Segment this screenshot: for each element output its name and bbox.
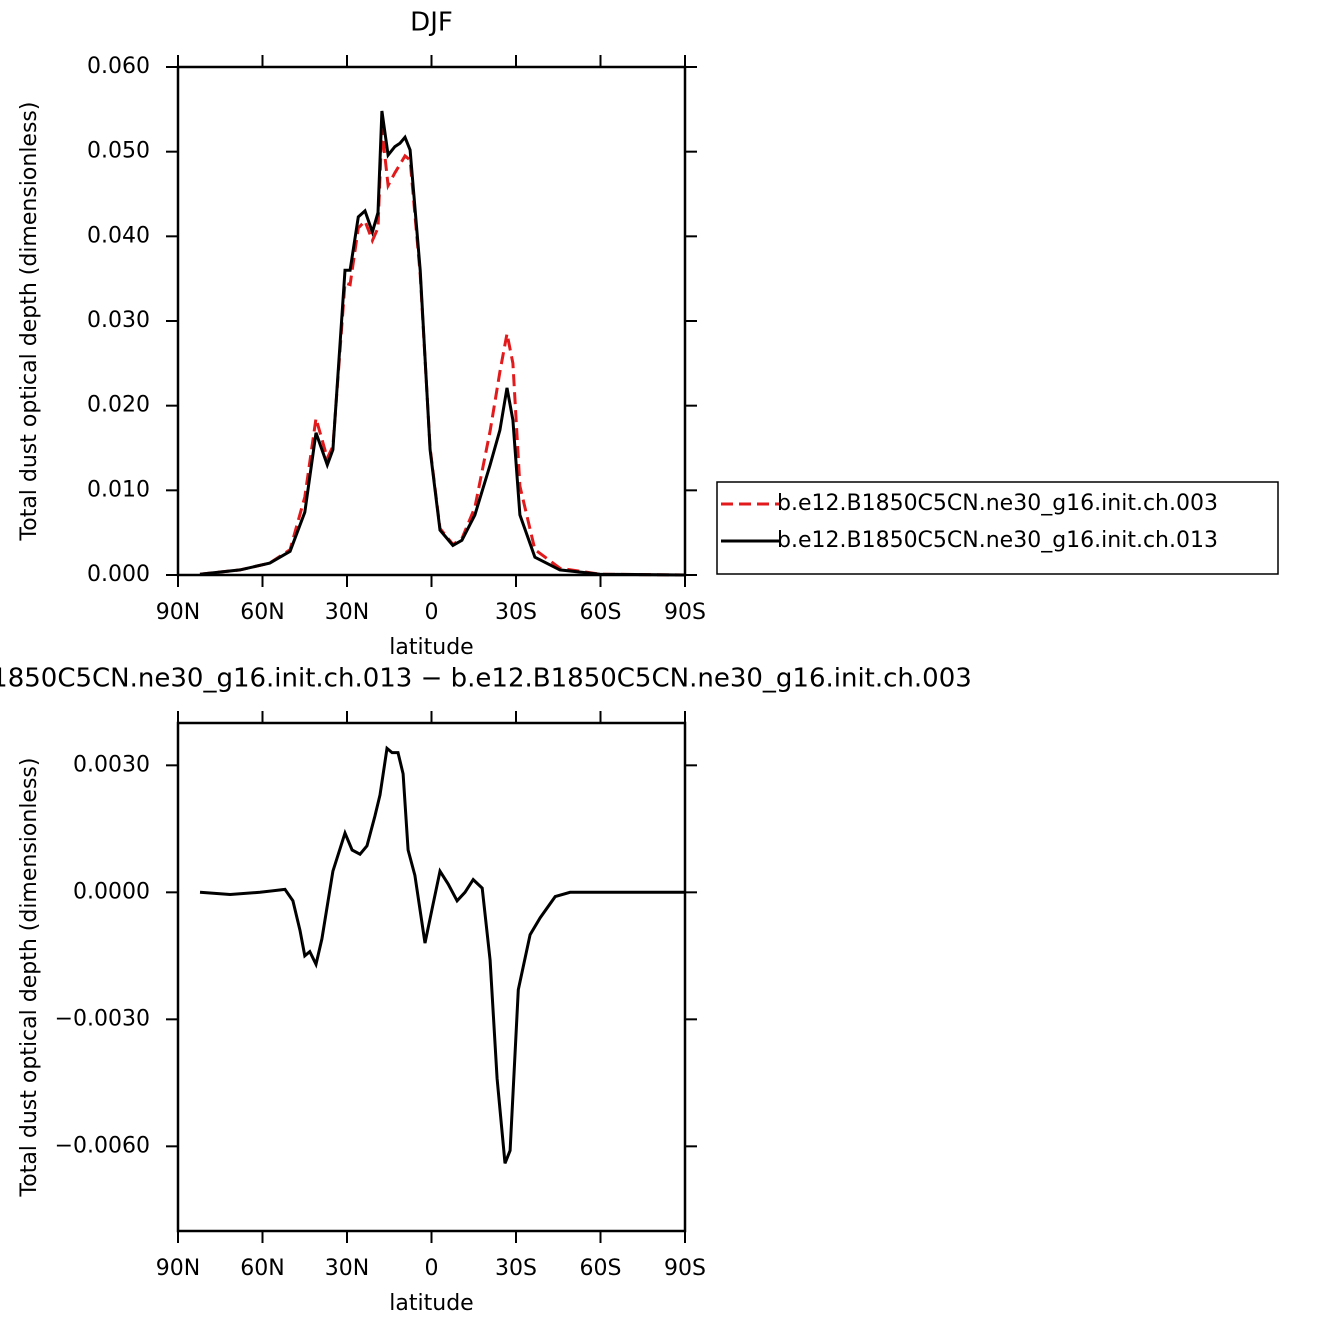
chart-title: DJF [410, 8, 453, 38]
y-tick-label: 0.050 [87, 139, 150, 164]
plot-frame [176, 721, 687, 1233]
x-tick-label: 60S [580, 600, 622, 625]
x-tick-label: 30N [325, 1256, 369, 1281]
data-line [199, 128, 686, 577]
y-tick-label: 0.040 [87, 223, 150, 248]
x-tick-label: 90S [664, 1256, 706, 1281]
x-axis-label: latitude [389, 1291, 473, 1316]
y-tick-label: 0.020 [87, 393, 150, 418]
y-tick-label: 0.010 [87, 477, 150, 502]
x-tick-label: 0 [425, 600, 439, 625]
x-tick-label: 90S [664, 600, 706, 625]
y-tick-label: −0.0060 [55, 1133, 150, 1158]
x-tick-label: 30S [495, 1256, 537, 1281]
y-tick-label: 0.0030 [73, 752, 150, 777]
x-tick-label: 0 [425, 1256, 439, 1281]
data-line [199, 110, 686, 577]
legend-label: b.e12.B1850C5CN.ne30_g16.init.ch.003 [777, 491, 1218, 516]
y-tick-label: 0.000 [87, 562, 150, 587]
y-tick-label: −0.0030 [55, 1006, 150, 1031]
legend-frame [716, 481, 1279, 575]
y-axis-label: Total dust optical depth (dimensionless) [17, 758, 42, 1198]
y-tick-label: 0.060 [87, 54, 150, 79]
legend-label: b.e12.B1850C5CN.ne30_g16.init.ch.013 [777, 528, 1218, 553]
x-tick-label: 60N [240, 600, 284, 625]
x-axis-label: latitude [389, 635, 473, 660]
y-tick-label: 0.030 [87, 308, 150, 333]
x-tick-label: 60N [240, 1256, 284, 1281]
x-tick-label: 30N [325, 600, 369, 625]
y-tick-label: 0.0000 [73, 879, 150, 904]
x-tick-label: 30S [495, 600, 537, 625]
x-tick-label: 90N [156, 600, 200, 625]
x-tick-label: 60S [580, 1256, 622, 1281]
x-tick-label: 90N [156, 1256, 200, 1281]
data-line [199, 745, 685, 1164]
plot-frame [176, 65, 687, 577]
y-axis-label: Total dust optical depth (dimensionless) [17, 102, 42, 542]
chart-title: b.e12.B1850C5CN.ne30_g16.init.ch.013 − b… [0, 664, 972, 694]
